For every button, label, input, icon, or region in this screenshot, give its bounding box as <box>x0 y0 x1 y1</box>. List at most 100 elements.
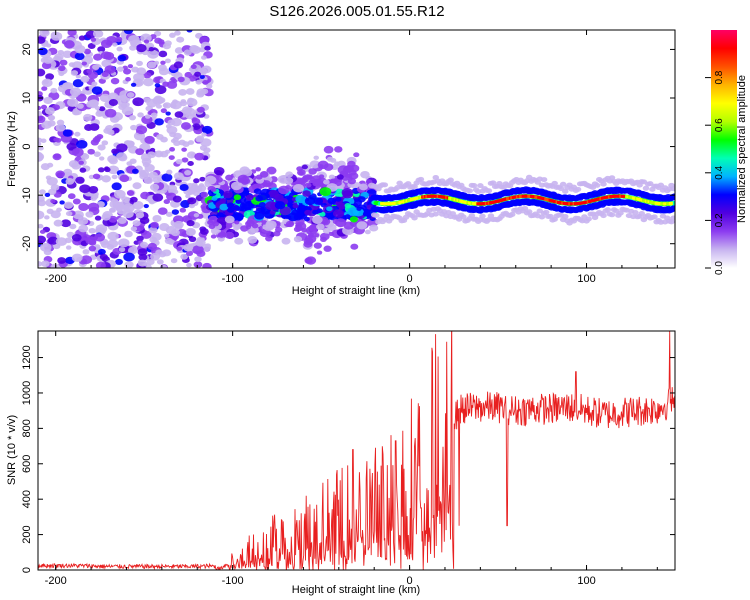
spectrogram-cell <box>353 152 360 158</box>
spectrogram-cell <box>149 183 160 191</box>
spectrogram-cell <box>87 202 100 212</box>
spectrogram-cell <box>600 196 604 200</box>
spectrogram-cell <box>489 180 497 186</box>
spectrogram-cell <box>581 201 584 205</box>
spectrogram-cell <box>190 64 197 70</box>
spectrogram-cell <box>38 110 43 117</box>
spectrogram-cell <box>565 202 569 206</box>
spectrogram-cell <box>609 194 612 199</box>
spectrogram-cell <box>642 185 650 191</box>
spectrogram-cell <box>503 197 506 202</box>
spectrogram-cell <box>141 157 152 166</box>
spectrogram-cell <box>326 156 334 162</box>
spectrogram-cell <box>266 166 277 175</box>
spectrogram-cell <box>67 30 77 36</box>
spectrogram-cell <box>559 181 567 187</box>
spectrogram-cell <box>178 89 187 96</box>
spectrogram-cell <box>447 177 454 183</box>
spectrogram-cell <box>143 72 152 79</box>
spectrogram-cell <box>107 129 115 136</box>
spectrogram-cell <box>163 233 170 238</box>
spectrogram-cell <box>181 147 187 152</box>
spectrogram-cell <box>305 225 318 235</box>
spectrogram-cell <box>108 215 118 223</box>
spectrogram-cell <box>94 215 102 221</box>
spectrogram-cell <box>532 195 536 199</box>
spectrogram-cell <box>204 45 211 51</box>
spectrogram-cell <box>605 195 608 199</box>
spectrogram-cell <box>409 198 413 202</box>
spectrogram-cell <box>670 215 675 221</box>
spectrogram-cell <box>78 35 86 41</box>
spectrogram-cell <box>162 81 170 87</box>
spectrogram-cell <box>152 215 162 223</box>
spectrogram-cell <box>657 202 661 206</box>
spectrogram-cell <box>185 113 194 120</box>
spectrogram-cell <box>200 138 212 147</box>
spectrogram-cell <box>287 212 299 222</box>
spectrogram-cell <box>186 262 192 268</box>
spectrogram-cell <box>126 92 135 98</box>
spectrogram-cell <box>501 198 505 202</box>
spectrogram-cell <box>624 195 628 199</box>
spectrogram-cell <box>306 174 313 180</box>
spectrogram-cell <box>75 93 87 102</box>
spectrogram-cell <box>95 224 108 234</box>
spectrogram-cell <box>80 75 90 83</box>
spectrogram-cell <box>255 167 261 172</box>
spectrogram-cell <box>181 157 189 163</box>
spectrogram-cell <box>160 60 166 65</box>
spectrogram-cell <box>128 114 137 121</box>
spectrogram-cell <box>207 219 214 225</box>
spectrogram-cell <box>352 207 364 217</box>
spectrogram-cell <box>44 192 51 197</box>
spectrogram-cell <box>164 237 173 245</box>
spectrogram-cell <box>170 229 180 237</box>
spectrogram-cell <box>323 179 330 185</box>
spectrogram-cell <box>39 229 46 234</box>
spectrogram-cell <box>433 194 437 198</box>
spectrogram-cell <box>406 198 410 202</box>
spectrogram-cell <box>450 197 454 201</box>
spectrogram-cell <box>184 71 193 79</box>
spectrogram-cell <box>472 201 475 206</box>
spectrogram-cell <box>210 187 217 192</box>
spectrogram-cell <box>432 194 436 198</box>
spectrogram-cell <box>135 148 145 156</box>
spectrogram-cell <box>132 200 144 210</box>
spectrogram-cell <box>401 200 404 204</box>
spectrogram-cell <box>44 215 50 220</box>
spectrogram-cell <box>59 59 68 66</box>
spectrogram-cell <box>278 185 290 195</box>
spectrogram-cell <box>65 177 75 185</box>
spectrogram-cell <box>555 200 559 204</box>
spectrogram-cell <box>74 52 85 61</box>
spectrogram-cell <box>518 194 522 198</box>
spectrogram-cell <box>316 250 323 255</box>
spectrogram-cell <box>668 219 675 225</box>
spectrogram-cell <box>118 104 126 111</box>
spectrogram-cell <box>173 172 184 180</box>
spectrogram-cell <box>322 227 331 234</box>
spectrogram-cell <box>38 235 47 244</box>
spectrogram-cell <box>344 203 352 209</box>
spectrogram-cell <box>202 262 212 268</box>
spectrogram-cell <box>328 231 334 237</box>
spectrogram-cell <box>446 196 450 200</box>
spectrogram-cell <box>172 78 178 84</box>
spectrogram-cell <box>38 115 46 124</box>
spectrogram-cell <box>293 235 303 243</box>
spectrogram-cell <box>60 219 71 228</box>
spectrogram-cell <box>57 84 68 93</box>
snr-ytick-label: 1200 <box>21 345 33 369</box>
spectrogram-cell <box>466 188 473 194</box>
spectrogram-cell <box>200 191 209 198</box>
spectrogram-cell <box>387 202 390 206</box>
spectrogram-cell <box>564 201 567 206</box>
spectrogram-cell <box>165 211 173 217</box>
spectrogram-cell <box>608 212 616 218</box>
spectrogram-cell <box>163 199 170 205</box>
spectrogram-cell <box>89 99 99 107</box>
spectrogram-cell <box>332 209 345 218</box>
